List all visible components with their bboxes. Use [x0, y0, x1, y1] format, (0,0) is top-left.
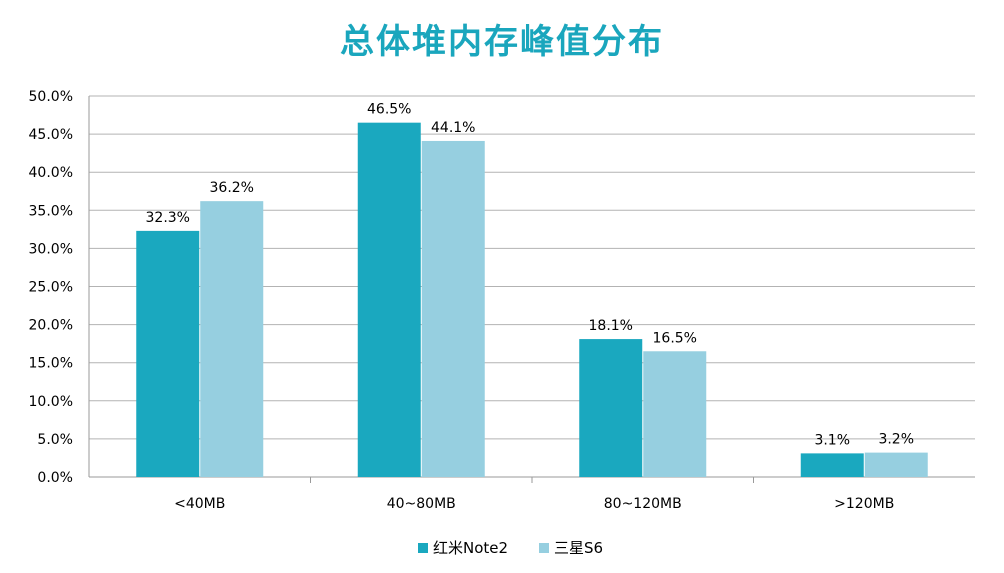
y-tick-label: 50.0%	[29, 89, 73, 105]
x-tick-label: <40MB	[174, 496, 225, 512]
bar	[864, 452, 928, 477]
data-label: 44.1%	[431, 120, 475, 136]
y-tick-label: 40.0%	[29, 165, 73, 181]
legend-swatch	[539, 543, 549, 553]
data-labels: 32.3% 36.2% 46.5% 44.1% 18.1% 16.5% 3.1% 3.2%	[146, 102, 915, 449]
legend-label: 三星S6	[554, 539, 603, 557]
y-tick-label: 15.0%	[29, 356, 73, 372]
y-tick-label: 35.0%	[29, 203, 73, 219]
data-label: 46.5%	[367, 102, 411, 118]
legend-swatch	[418, 543, 428, 553]
bar	[643, 351, 707, 477]
x-tick-label: >120MB	[834, 496, 894, 512]
bars	[136, 122, 928, 478]
chart-title: 总体堆内存峰值分布	[340, 22, 664, 62]
x-tick-label: 80~120MB	[604, 496, 682, 512]
y-tick-label: 20.0%	[29, 318, 73, 334]
legend: 红米Note2 三星S6	[418, 539, 603, 557]
legend-label: 红米Note2	[433, 539, 508, 557]
y-tick-label: 0.0%	[37, 470, 73, 486]
bar	[357, 122, 421, 478]
axes: 0.0% 5.0% 10.0% 15.0% 20.0% 25.0% 30.0% 35.0% 40…	[29, 89, 975, 512]
y-tick-label: 10.0%	[29, 394, 73, 410]
data-label: 16.5%	[653, 330, 697, 346]
y-tick-label: 5.0%	[37, 432, 73, 448]
bar	[579, 339, 643, 477]
data-label: 36.2%	[210, 180, 254, 196]
x-tick-label: 40~80MB	[387, 496, 456, 512]
bar	[200, 201, 264, 477]
y-tick-label: 25.0%	[29, 280, 73, 296]
data-label: 18.1%	[589, 318, 633, 334]
data-label: 32.3%	[146, 210, 190, 226]
y-tick-label: 30.0%	[29, 241, 73, 257]
bar	[136, 230, 200, 477]
y-tick-label: 45.0%	[29, 127, 73, 143]
legend-item: 三星S6	[539, 539, 603, 557]
data-label: 3.2%	[878, 432, 914, 448]
bar	[800, 453, 864, 477]
bar	[421, 140, 485, 477]
data-label: 3.1%	[814, 432, 850, 448]
legend-item: 红米Note2	[418, 539, 508, 557]
